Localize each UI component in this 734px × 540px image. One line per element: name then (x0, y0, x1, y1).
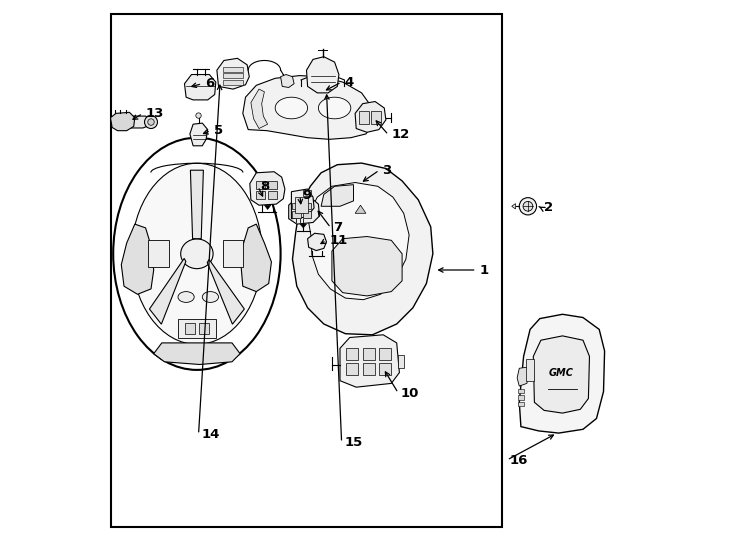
Polygon shape (217, 58, 250, 89)
Polygon shape (321, 185, 354, 206)
Bar (398, 355, 404, 368)
Ellipse shape (178, 292, 195, 302)
Bar (303, 202, 311, 209)
Polygon shape (241, 224, 272, 292)
Circle shape (196, 113, 201, 118)
Circle shape (519, 198, 537, 215)
Bar (223, 80, 244, 85)
Bar (518, 395, 523, 400)
Text: GMC: GMC (549, 368, 574, 377)
Ellipse shape (203, 292, 219, 302)
Polygon shape (355, 205, 366, 213)
Bar (292, 202, 301, 209)
Polygon shape (111, 112, 135, 131)
Bar (268, 181, 277, 189)
Bar (294, 197, 308, 213)
Bar (346, 348, 358, 360)
Bar (360, 111, 368, 124)
Polygon shape (307, 57, 339, 93)
Text: 3: 3 (382, 164, 391, 177)
Bar (303, 211, 311, 218)
Text: 10: 10 (401, 387, 419, 400)
Polygon shape (243, 76, 374, 139)
Text: 11: 11 (330, 234, 347, 247)
Polygon shape (190, 123, 208, 146)
Text: 7: 7 (333, 221, 343, 234)
Polygon shape (355, 102, 386, 132)
Bar (518, 389, 523, 393)
Polygon shape (190, 170, 203, 239)
Text: 15: 15 (344, 436, 363, 449)
Polygon shape (292, 163, 433, 335)
Circle shape (523, 201, 533, 211)
Polygon shape (308, 233, 327, 251)
Bar (379, 363, 390, 375)
Bar (518, 402, 523, 406)
Bar (223, 240, 244, 267)
Bar (199, 323, 208, 334)
Bar (346, 363, 358, 375)
Text: 16: 16 (509, 454, 528, 467)
Bar (148, 240, 169, 267)
Polygon shape (512, 204, 515, 209)
Polygon shape (517, 367, 529, 386)
Polygon shape (251, 89, 268, 129)
Polygon shape (340, 335, 399, 387)
Ellipse shape (275, 97, 308, 119)
Ellipse shape (319, 97, 351, 119)
Bar (363, 348, 374, 360)
Bar (111, 14, 502, 526)
Bar (256, 191, 266, 199)
Polygon shape (184, 75, 216, 100)
Text: 12: 12 (391, 129, 410, 141)
Text: 4: 4 (344, 76, 354, 89)
Bar (292, 211, 301, 218)
Polygon shape (534, 336, 589, 413)
Polygon shape (264, 205, 271, 210)
Text: 6: 6 (205, 77, 214, 90)
Polygon shape (300, 224, 307, 228)
Polygon shape (308, 183, 409, 300)
Bar (363, 363, 374, 375)
Polygon shape (207, 260, 244, 324)
Text: 2: 2 (544, 201, 553, 214)
Bar (268, 191, 277, 199)
Bar (185, 323, 195, 334)
Polygon shape (280, 75, 294, 87)
Polygon shape (519, 314, 605, 433)
Text: 9: 9 (302, 189, 312, 202)
Text: 14: 14 (201, 428, 219, 441)
Bar (371, 111, 380, 124)
Bar (223, 73, 244, 78)
Polygon shape (150, 259, 186, 324)
Polygon shape (153, 343, 240, 364)
Circle shape (145, 116, 158, 129)
Ellipse shape (181, 239, 213, 269)
Bar (379, 348, 390, 360)
Polygon shape (291, 189, 314, 219)
Text: 5: 5 (214, 124, 222, 137)
Text: 13: 13 (145, 107, 164, 120)
Bar (526, 359, 534, 381)
Text: 1: 1 (479, 264, 488, 276)
Bar (256, 181, 266, 189)
Ellipse shape (113, 138, 280, 370)
Polygon shape (121, 224, 153, 294)
Ellipse shape (131, 163, 262, 345)
Polygon shape (117, 116, 151, 128)
Polygon shape (332, 237, 402, 296)
Polygon shape (288, 198, 319, 224)
Bar (178, 319, 216, 338)
Polygon shape (250, 172, 285, 205)
Bar (223, 67, 244, 72)
Circle shape (148, 119, 154, 125)
Text: 8: 8 (261, 180, 270, 193)
Bar (303, 190, 311, 196)
